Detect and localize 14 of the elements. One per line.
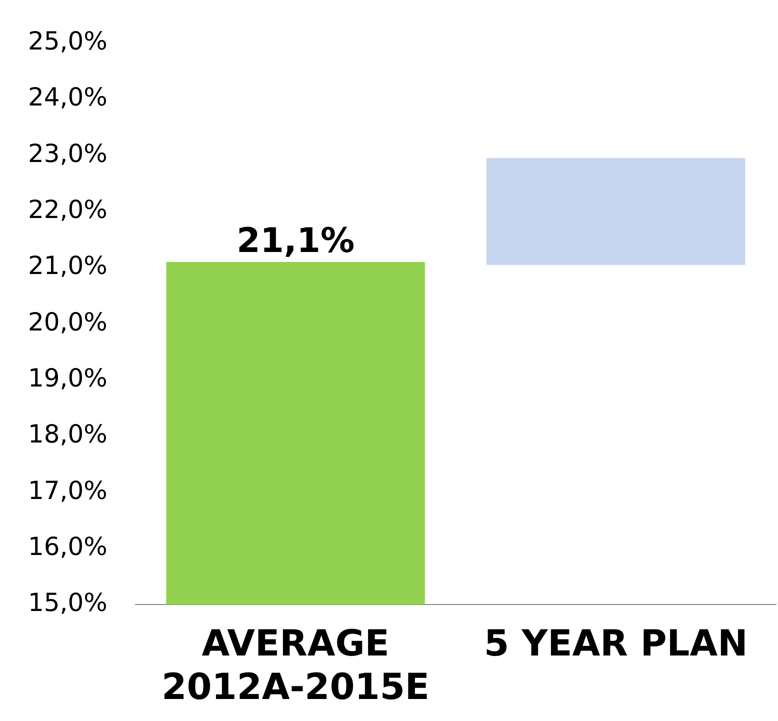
- y-tick-label: 19,0%: [28, 363, 108, 392]
- y-tick-label: 15,0%: [28, 588, 108, 618]
- x-tick-label: 5 YEAR PLAN: [484, 624, 748, 665]
- y-tick-label: 23,0%: [28, 138, 108, 168]
- y-tick-label: 20,0%: [28, 307, 108, 336]
- y-tick-label: 18,0%: [28, 420, 108, 449]
- y-tick-label: 21,0%: [28, 251, 108, 280]
- y-tick-label: 16,0%: [28, 532, 108, 561]
- y-tick-label: 22,0%: [28, 194, 108, 224]
- y-tick-label: 17,0%: [28, 476, 108, 505]
- y-tick-label: 25,0%: [28, 26, 108, 56]
- x-tick-label: AVERAGE 2012A-2015E: [162, 624, 430, 708]
- data-label: 21,1%: [236, 220, 355, 261]
- y-tick-label: 24,0%: [28, 82, 108, 112]
